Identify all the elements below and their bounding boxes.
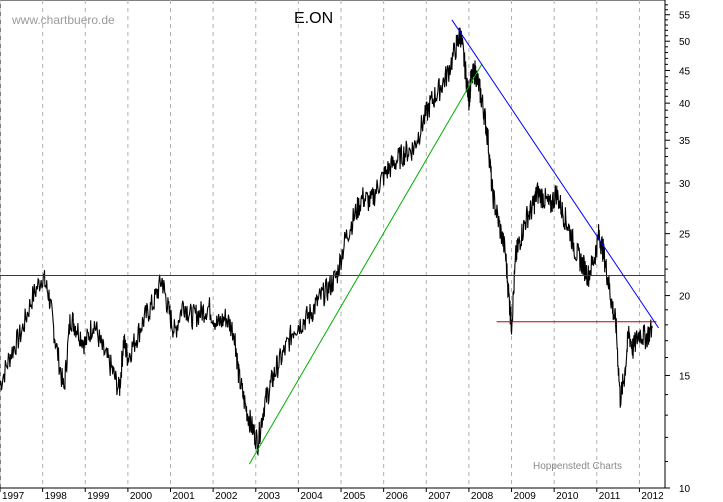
uptrend-line: [248, 64, 483, 465]
x-tick-label-2003: 2003: [258, 491, 281, 502]
x-tick-label-2008: 2008: [471, 491, 494, 502]
x-tick-label-2011: 2011: [599, 491, 621, 502]
x-tick-label-2002: 2002: [215, 491, 238, 502]
y-tick-label-35: 35: [679, 136, 691, 147]
x-tick-label-2007: 2007: [428, 491, 451, 502]
watermark: www.chartbuero.de: [12, 13, 115, 27]
x-tick-label-1997: 1997: [2, 491, 25, 502]
x-tick-label-1999: 1999: [87, 491, 110, 502]
x-tick-label-2010: 2010: [556, 491, 579, 502]
y-tick-label-50: 50: [679, 37, 691, 48]
y-tick-label-20: 20: [679, 292, 691, 303]
y-tick-label-25: 25: [679, 230, 691, 241]
price-series-line: [0, 27, 653, 457]
x-tick-label-2006: 2006: [386, 491, 409, 502]
x-tick-label-2001: 2001: [173, 491, 196, 502]
y-tick-label-45: 45: [679, 66, 691, 77]
x-tick-label-2012: 2012: [641, 491, 664, 502]
x-tick-label-2004: 2004: [300, 491, 323, 502]
x-tick-label-2000: 2000: [130, 491, 153, 502]
y-tick-label-15: 15: [679, 371, 691, 382]
y-tick-label-40: 40: [679, 99, 691, 110]
y-tick-label-10: 10: [679, 484, 691, 495]
y-tick-label-55: 55: [679, 11, 691, 22]
x-tick-label-2009: 2009: [514, 491, 537, 502]
x-tick-label-2005: 2005: [343, 491, 366, 502]
y-tick-label-30: 30: [679, 179, 691, 190]
chart-title: E.ON: [294, 10, 334, 27]
plot-frame: [0, 0, 666, 489]
x-tick-label-1998: 1998: [45, 491, 68, 502]
credit-text: Hoppenstedt Charts: [533, 461, 622, 472]
downtrend-line: [451, 19, 660, 329]
